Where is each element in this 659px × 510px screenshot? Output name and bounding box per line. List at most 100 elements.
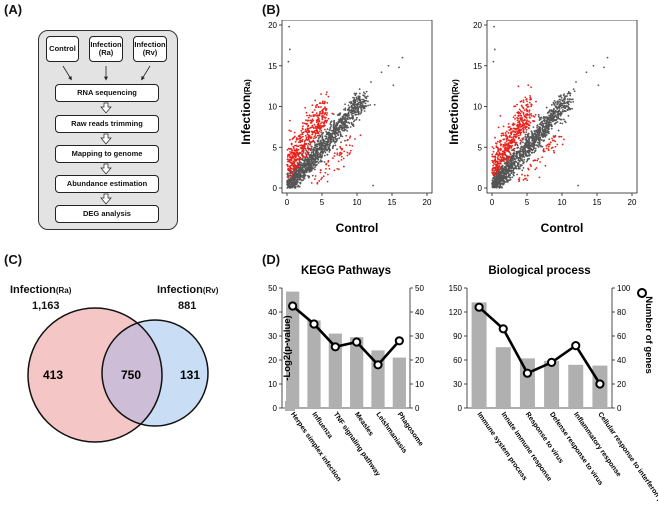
x-tick-label: 5: [525, 198, 530, 207]
gene-point: [493, 184, 496, 187]
gene-point: [544, 135, 547, 138]
gene-point: [571, 98, 574, 101]
deg-point: [491, 146, 494, 148]
deg-point: [503, 152, 506, 155]
deg-point: [513, 130, 515, 133]
deg-point: [324, 109, 327, 112]
gene-point: [559, 104, 562, 107]
deg-point: [491, 153, 494, 156]
deg-point: [286, 163, 289, 166]
gene-point: [325, 130, 328, 133]
deg-point: [289, 165, 292, 167]
deg-point: [550, 147, 553, 150]
gene-point: [296, 172, 299, 175]
gene-point: [327, 146, 330, 149]
deg-point: [315, 127, 318, 130]
gene-point: [527, 134, 529, 137]
gene-point: [363, 106, 366, 109]
deg-point: [554, 134, 557, 137]
gene-point: [304, 174, 307, 177]
deg-point: [314, 137, 317, 139]
deg-point: [511, 141, 514, 144]
gene-point: [314, 157, 316, 160]
deg-point: [526, 103, 529, 106]
gene-point: [537, 113, 540, 116]
gene-point: [326, 128, 329, 131]
gene-point: [322, 131, 324, 134]
deg-point: [307, 146, 309, 149]
gene-point: [312, 164, 315, 167]
deg-point: [338, 154, 341, 157]
y-tick-label-left: 90: [453, 332, 462, 341]
deg-point: [512, 149, 515, 151]
gene-point: [524, 151, 527, 154]
gene-point: [507, 161, 510, 164]
deg-point: [497, 126, 500, 129]
deg-point: [493, 173, 496, 176]
gene-point: [540, 122, 542, 124]
deg-point: [319, 126, 322, 129]
category-label: Measles: [353, 411, 374, 437]
deg-point: [521, 110, 523, 113]
gene-point: [358, 111, 360, 113]
deg-point: [514, 105, 517, 108]
deg-point: [304, 106, 307, 109]
deg-point: [538, 176, 541, 179]
deg-point: [311, 133, 314, 136]
gene-point: [310, 164, 313, 167]
gene-point: [527, 145, 530, 148]
gene-point: [352, 96, 354, 99]
gene-point: [500, 176, 502, 179]
gene-point: [314, 146, 317, 149]
deg-point: [307, 116, 310, 119]
gene-point: [571, 107, 574, 110]
gene-point: [332, 128, 335, 131]
gene-point: [513, 160, 516, 163]
deg-point: [515, 141, 518, 144]
deg-point: [526, 100, 528, 103]
deg-point: [516, 116, 518, 119]
deg-point: [293, 152, 296, 154]
gene-point: [534, 133, 537, 136]
deg-point: [501, 156, 504, 159]
deg-point: [514, 135, 517, 138]
deg-point: [293, 131, 296, 134]
deg-point: [313, 109, 316, 111]
venn-outline-rv: [101, 319, 209, 427]
y-tick-label-right: 80: [617, 308, 626, 317]
deg-point: [508, 157, 510, 159]
gene-point: [326, 153, 329, 156]
legend-line-label: Number of genes: [643, 296, 654, 374]
gene-point: [315, 149, 318, 152]
gene-point: [306, 162, 309, 165]
deg-point: [528, 111, 531, 113]
deg-point: [509, 152, 511, 154]
y-tick-label: 10: [268, 103, 277, 112]
deg-point: [289, 167, 292, 170]
gene-point: [507, 168, 510, 171]
deg-point: [286, 174, 289, 177]
y-tick-label: 20: [268, 21, 277, 30]
deg-point: [502, 157, 505, 160]
gene-point: [493, 177, 496, 179]
gene-point: [533, 151, 536, 154]
deg-point: [315, 121, 318, 124]
deg-point: [287, 158, 289, 161]
gene-point: [499, 178, 502, 181]
deg-point: [346, 154, 349, 157]
deg-point: [312, 119, 315, 122]
deg-point: [520, 114, 523, 117]
gene-point: [520, 153, 523, 156]
deg-point: [512, 116, 515, 119]
deg-point: [517, 130, 520, 133]
deg-point: [351, 144, 354, 147]
deg-point: [505, 138, 508, 141]
deg-point: [332, 157, 334, 159]
deg-point: [309, 119, 312, 122]
deg-point: [539, 161, 541, 163]
gene-point: [362, 91, 365, 94]
gene-point: [502, 177, 505, 180]
deg-point: [500, 134, 503, 137]
gene-point: [525, 154, 527, 157]
deg-point: [325, 163, 328, 166]
